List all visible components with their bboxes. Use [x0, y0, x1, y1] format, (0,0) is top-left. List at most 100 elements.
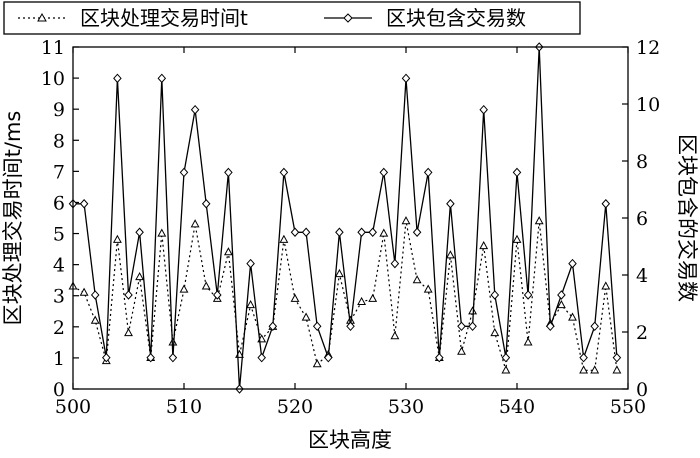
series-count-point [468, 321, 477, 332]
x-tick-label: 530 [388, 396, 424, 418]
series-time-point [457, 346, 466, 355]
y-axis-right-title: 区块包含的交易数 [675, 134, 699, 302]
series-count-point [523, 290, 533, 300]
series-count-point [390, 258, 400, 269]
legend-marker-diamond [343, 13, 353, 23]
series-count-point [501, 352, 511, 363]
legend-label-count: 区块包含交易数 [386, 6, 526, 30]
series-count-point [102, 352, 111, 363]
series-count-point [546, 321, 555, 332]
series-time-point [90, 315, 100, 324]
series-count-point [201, 199, 211, 209]
series-count-point [590, 321, 599, 332]
x-tick-label: 500 [55, 396, 91, 418]
x-tick-label: 520 [277, 396, 313, 418]
y-left-tick-label: 0 [53, 379, 65, 401]
series-count-point [146, 352, 155, 363]
series-count-point [612, 352, 622, 363]
y-right-tick-label: 12 [636, 37, 660, 59]
series-count-point [479, 104, 488, 115]
series-time-point [601, 281, 611, 290]
series-time-point [157, 228, 167, 237]
series-count-point [79, 199, 89, 209]
series-count-point [113, 73, 122, 84]
series-count-point [268, 321, 278, 332]
series-time-point [290, 293, 300, 302]
y-right-tick-label: 2 [636, 322, 648, 344]
series-count-point [412, 227, 422, 237]
series-count-point [168, 352, 178, 363]
series-count-point [357, 227, 366, 237]
series-time-point [190, 219, 200, 228]
y-left-tick-label: 5 [53, 224, 65, 246]
series-count-point [490, 290, 500, 300]
series-count-point [179, 167, 189, 178]
series-count-point [368, 227, 377, 237]
y-right-tick-label: 10 [636, 94, 660, 116]
series-time-point [445, 250, 455, 259]
y-right-tick-label: 4 [636, 265, 648, 287]
axis-ticks: 500 510 520 530 540 5500123456789101102468101… [41, 37, 660, 418]
series-time-point [246, 300, 256, 309]
series-time-point [301, 312, 311, 321]
series-time-point [179, 284, 189, 293]
y-left-tick-label: 2 [53, 317, 65, 339]
y-left-tick-label: 11 [41, 37, 65, 59]
series-count-point [90, 290, 100, 300]
y-left-tick-label: 6 [53, 192, 65, 214]
legend: 区块处理交易时间t 区块包含交易数 [3, 1, 581, 35]
series-count-point [512, 167, 522, 178]
series-time-point [79, 287, 89, 296]
series-count-point [224, 167, 233, 178]
x-tick-label: 540 [499, 396, 535, 418]
series-time-point [490, 327, 500, 337]
series-time-point [135, 272, 145, 281]
y-left-tick-label: 10 [41, 68, 65, 90]
series-time-point [201, 281, 211, 290]
series-count-point [379, 167, 389, 178]
series-time-point [556, 300, 566, 309]
series-time-point [112, 234, 122, 243]
plot-frame [72, 46, 629, 390]
series-time-point [401, 216, 411, 225]
series-count-point [557, 290, 566, 300]
series-time-point [423, 284, 433, 293]
series-time-point [512, 234, 522, 243]
series-count-point [401, 73, 411, 84]
series-count-point [290, 227, 300, 237]
y-right-tick-label: 8 [636, 151, 648, 173]
series-time-point [523, 337, 533, 346]
series-time-line [72, 220, 618, 371]
series-time-point [412, 275, 422, 284]
series-count-point [568, 258, 577, 269]
legend-box [3, 1, 581, 35]
y-left-tick-label: 1 [53, 348, 65, 370]
series-time-point [479, 240, 489, 250]
series-count-point [335, 227, 344, 237]
series-time-point [468, 306, 478, 315]
series-count-point [257, 352, 266, 363]
series-count-point [601, 199, 611, 209]
y-left-tick-label: 4 [53, 255, 65, 277]
series-count-point [213, 290, 222, 300]
series-time-point [334, 268, 344, 278]
series-time-point [612, 365, 622, 374]
series-time-point [501, 365, 511, 374]
y-axis-left-title: 区块处理交易时间t/ms [1, 111, 25, 326]
series-time-point [379, 228, 389, 237]
legend-marker-triangle [37, 12, 47, 22]
series-time-point [357, 296, 367, 306]
series-count-point [279, 167, 289, 178]
y-right-tick-label: 0 [636, 379, 648, 401]
series-count-point [423, 167, 433, 178]
y-left-tick-label: 7 [53, 161, 65, 183]
series-time-point [124, 327, 133, 337]
series-count-point [435, 352, 444, 363]
series-time-point [279, 234, 289, 243]
legend-label-time: 区块处理交易时间t [80, 6, 248, 30]
series-count-point [324, 352, 333, 363]
series-count-point [157, 73, 167, 84]
series-count-point [346, 321, 355, 332]
series-count-point [446, 199, 455, 209]
